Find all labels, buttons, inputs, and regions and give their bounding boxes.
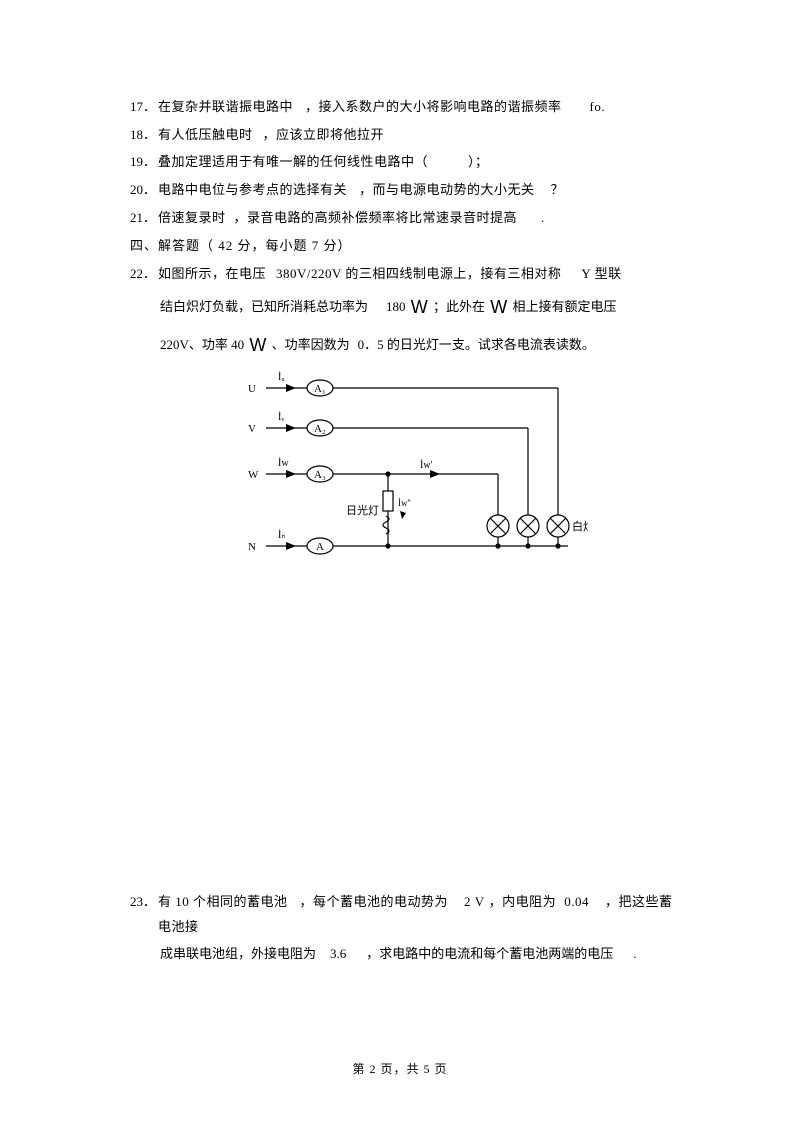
t: 0．5 的日光灯一支。试求各电流表读数。 [358, 337, 595, 352]
t: 相上接有额定电压 [513, 299, 617, 314]
q-text: 倍速复录时 ，录音电路的高频补偿频率将比常速录音时提高. [158, 206, 685, 231]
q-num: 21． [130, 206, 158, 231]
q-num: 17． [130, 95, 158, 120]
meter-a: A [316, 541, 324, 553]
current-iu: İᵤ [278, 371, 285, 383]
t: 结白炽灯负载，已知所消耗总功率为 [160, 299, 368, 314]
t: 电路中电位与参考点的选择有关 [158, 182, 347, 197]
current-iv: İᵥ [278, 411, 284, 423]
q-text: 有人低压触电时 ，应该立即将他拉开 [158, 123, 685, 148]
t: 3.6 [330, 946, 346, 961]
t: ；此外在 [433, 299, 485, 314]
q23-line2: 成串联电池组，外接电阻为 3.6 ，求电路中的电流和每个蓄电池两端的电压. [130, 942, 685, 967]
question-20: 20． 电路中电位与参考点的选择有关 ，而与电源电动势的大小无关 ？ [130, 178, 685, 203]
t: 如图所示，在电压 [158, 266, 266, 281]
page-footer: 第 2 页，共 5 页 [0, 1058, 800, 1081]
q-text: 电路中电位与参考点的选择有关 ，而与电源电动势的大小无关 ？ [158, 178, 685, 203]
current-in: İₙ [278, 529, 285, 541]
current-iw2: İw'' [398, 498, 411, 508]
t: ？ [551, 182, 565, 197]
t: 180 [386, 299, 406, 314]
t: . [541, 210, 545, 225]
question-17: 17． 在复杂并联谐振电路中 ，接入系数户的大小将影响电路的谐振频率 fo. [130, 95, 685, 120]
circuit-diagram: A₁ U İᵤ A₂ V İᵥ A₃ W İw 日光灯 İw'' İw' [130, 366, 685, 575]
question-22: 22． 如图所示，在电压 380V/220V 的三相四线制电源上，接有三相对称 Y … [130, 262, 685, 287]
t: ，应该立即将他拉开 [263, 127, 385, 142]
label-n: N [248, 541, 256, 553]
t: ，内电阻为 [489, 894, 557, 909]
t: 220V、功率 40 [160, 337, 244, 352]
label-inc: 白炽灯 [572, 519, 588, 533]
q-text: 在复杂并联谐振电路中 ，接入系数户的大小将影响电路的谐振频率 fo. [158, 95, 685, 120]
q-text: 叠加定理适用于有唯一解的任何线性电路中（ ）； [158, 150, 685, 175]
q-num: 19． [130, 150, 158, 175]
t: 0.04 [564, 894, 589, 909]
q-num: 22． [130, 262, 158, 287]
label-v: V [248, 423, 256, 435]
t: 成串联电池组，外接电阻为 [160, 946, 316, 961]
t: ，而与电源电动势的大小无关 [359, 182, 535, 197]
current-iw1: İw' [420, 459, 433, 471]
q22-line2: 结白炽灯负载，已知所消耗总功率为 180 W ；此外在 W 相上接有额定电压 [130, 290, 685, 324]
t: 在复杂并联谐振电路中 [158, 99, 293, 114]
question-23: 23． 有 10 个相同的蓄电池，每个蓄电池的电动势为2 V，内电阻为0.04，… [130, 890, 685, 939]
q22-line3: 220V、功率 40 W 、功率因数为 0．5 的日光灯一支。试求各电流表读数。 [130, 328, 685, 362]
watt-symbol: W [247, 335, 268, 355]
lamp-3 [547, 515, 569, 537]
question-19: 19． 叠加定理适用于有唯一解的任何线性电路中（ ）； [130, 150, 685, 175]
q-text: 如图所示，在电压 380V/220V 的三相四线制电源上，接有三相对称 Y 型联 [158, 262, 685, 287]
t: ，接入系数户的大小将影响电路的谐振频率 [305, 99, 562, 114]
current-iw: İw [278, 457, 289, 469]
label-w: W [248, 469, 259, 481]
t: 倍速复录时 [158, 210, 226, 225]
question-18: 18． 有人低压触电时 ，应该立即将他拉开 [130, 123, 685, 148]
label-fluor: 日光灯 [346, 503, 379, 517]
meter-a3: A₃ [314, 469, 326, 481]
label-u: U [248, 383, 256, 395]
t: ，每个蓄电池的电动势为 [300, 894, 449, 909]
q-num: 20． [130, 178, 158, 203]
t: 有人低压触电时 [158, 127, 253, 142]
lamp-2 [517, 515, 539, 537]
meter-a2: A₂ [314, 423, 326, 435]
watt-symbol: W [488, 297, 509, 317]
t: 380V/220V 的三相四线制电源上，接有三相对称 [276, 266, 561, 281]
lamp-1 [487, 515, 509, 537]
q-num: 18． [130, 123, 158, 148]
q-text: 有 10 个相同的蓄电池，每个蓄电池的电动势为2 V，内电阻为0.04，把这些蓄… [158, 890, 685, 939]
t: 叠加定理适用于有唯一解的任何线性电路中（ [158, 154, 428, 169]
watt-symbol: W [409, 297, 430, 317]
q-num: 23． [130, 890, 158, 915]
t: 有 10 个相同的蓄电池 [158, 894, 288, 909]
t: ）； [468, 154, 489, 169]
t: 、功率因数为 [272, 337, 350, 352]
t: fo. [590, 99, 606, 114]
t: 2 V [464, 894, 485, 909]
meter-a1: A₁ [314, 383, 326, 395]
t: Y 型联 [581, 266, 621, 281]
section-4-title: 四、解答题（ 42 分，每小题 7 分） [130, 234, 685, 259]
question-21: 21． 倍速复录时 ，录音电路的高频补偿频率将比常速录音时提高. [130, 206, 685, 231]
t: . [633, 946, 636, 961]
t: ，录音电路的高频补偿频率将比常速录音时提高 [234, 210, 518, 225]
t: ，求电路中的电流和每个蓄电池两端的电压 [366, 946, 613, 961]
